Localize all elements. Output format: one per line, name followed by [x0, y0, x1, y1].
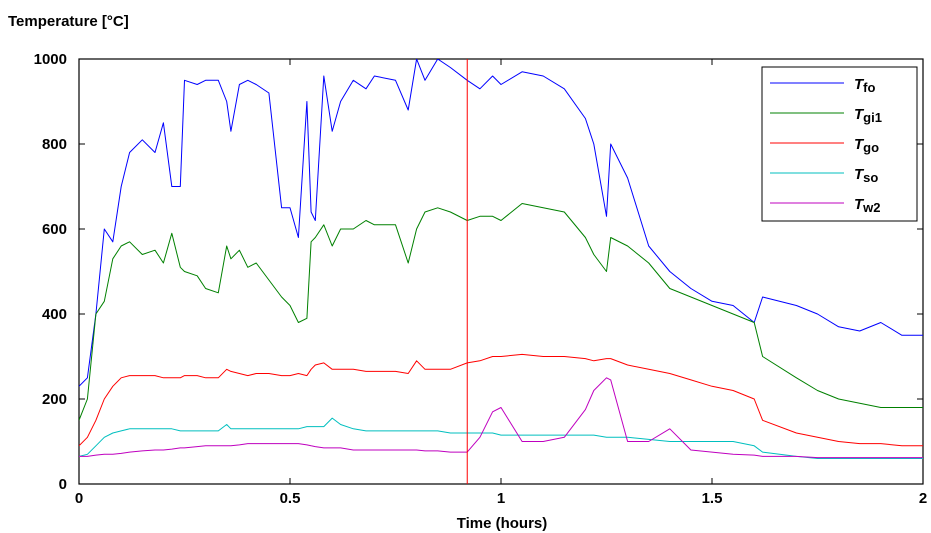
- legend-box: [761, 66, 918, 222]
- x-tick-label: 1: [497, 490, 505, 507]
- y-tick-label: 600: [42, 221, 67, 238]
- legend-label-tw2: Tw2: [854, 196, 881, 215]
- legend-label-main: T: [854, 136, 865, 153]
- x-tick-label: 2: [919, 490, 927, 507]
- legend-label-main: T: [854, 166, 865, 183]
- x-tick-label: 1.5: [702, 490, 723, 507]
- series-line-tso: [79, 417, 923, 459]
- legend-label-subscript: so: [863, 170, 878, 185]
- legend-label-tso: Tso: [854, 166, 878, 185]
- series-lines: [79, 59, 923, 459]
- legend-label-subscript: fo: [863, 80, 875, 95]
- legend-label-main: T: [854, 76, 865, 93]
- y-tick-label: 200: [42, 391, 67, 408]
- legend-label-tfo: Tfo: [854, 76, 876, 95]
- series-line-tw2: [79, 377, 923, 459]
- legend-label-main: T: [854, 106, 865, 123]
- legend-label-subscript: w2: [862, 200, 880, 215]
- x-axis-title: Time (hours): [457, 515, 548, 532]
- y-axis-title: Temperature [°C]: [8, 13, 129, 30]
- series-line-tgi1: [79, 203, 923, 421]
- series-line-tfo: [79, 59, 923, 387]
- axis-ticks: 0 0.5 1 1.5 2 0 200 400 600 800 1000: [34, 51, 928, 507]
- legend-label-tgi1: Tgi1: [854, 106, 882, 125]
- y-tick-label: 0: [59, 476, 67, 493]
- y-tick-label: 400: [42, 306, 67, 323]
- y-tick-label: 1000: [34, 51, 67, 68]
- legend-label-main: T: [854, 196, 865, 213]
- series-line-tgo: [79, 353, 923, 447]
- y-tick-label: 800: [42, 136, 67, 153]
- legend-label-tgo: Tgo: [854, 136, 879, 155]
- legend-label-subscript: go: [863, 140, 879, 155]
- legend-label-subscript: gi1: [863, 110, 882, 125]
- x-tick-label: 0: [75, 490, 83, 507]
- x-tick-label: 0.5: [280, 490, 301, 507]
